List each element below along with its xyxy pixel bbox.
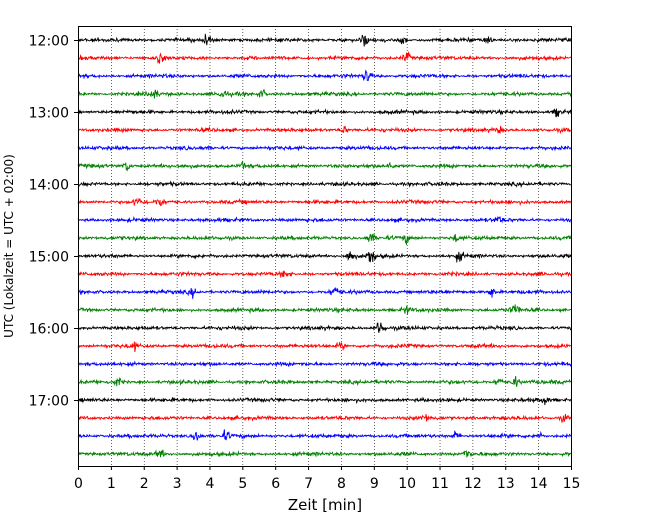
seismic-trace xyxy=(77,304,572,315)
x-tick-label: 11 xyxy=(431,476,449,492)
seismic-trace xyxy=(77,322,572,333)
x-tick-label: 10 xyxy=(398,476,416,492)
seismic-trace xyxy=(77,125,572,135)
x-tick-label: 8 xyxy=(337,476,346,492)
y-tick-label: 15:00 xyxy=(29,250,69,266)
seismic-trace xyxy=(77,180,572,189)
x-axis-ticks: 0 1 2 3 4 5 6 7 8 9 10 11 12 13 14 15 xyxy=(74,466,580,492)
y-axis-label: UTC (Lokalzeit = UTC + 02:00) xyxy=(2,154,16,338)
x-tick-label: 14 xyxy=(530,476,548,492)
x-tick-label: 4 xyxy=(206,476,215,492)
x-tick-label: 3 xyxy=(173,476,182,492)
x-tick-label: 12 xyxy=(464,476,482,492)
x-axis-label: Zeit [min] xyxy=(288,496,362,514)
seismic-trace xyxy=(77,251,572,263)
seismic-trace xyxy=(77,270,572,278)
x-grid-lines xyxy=(111,26,539,466)
x-tick-label: 15 xyxy=(563,476,581,492)
seismic-trace xyxy=(77,375,572,387)
seismic-trace xyxy=(77,449,572,458)
x-tick-label: 1 xyxy=(107,476,116,492)
x-tick-label: 0 xyxy=(74,476,83,492)
seismic-trace xyxy=(77,233,572,245)
y-tick-label: 14:00 xyxy=(29,178,69,194)
y-axis-ticks: 12:00 13:00 14:00 15:00 16:00 17:00 xyxy=(29,34,78,410)
seismic-trace xyxy=(77,215,572,224)
seismic-trace xyxy=(77,413,572,423)
x-tick-label: 5 xyxy=(238,476,247,492)
y-tick-label: 16:00 xyxy=(29,322,69,338)
y-tick-label: 13:00 xyxy=(29,106,69,122)
seismic-trace xyxy=(77,360,572,368)
x-tick-label: 2 xyxy=(140,476,149,492)
x-tick-label: 13 xyxy=(497,476,515,492)
seismic-trace xyxy=(77,33,572,47)
seismic-trace xyxy=(77,286,572,299)
seismic-trace xyxy=(77,108,572,118)
seismic-trace xyxy=(77,160,572,172)
y-tick-label: 12:00 xyxy=(29,34,69,50)
x-tick-label: 6 xyxy=(271,476,280,492)
plot-frame xyxy=(78,26,572,467)
seismic-trace xyxy=(77,69,572,82)
seismic-trace xyxy=(77,51,572,64)
seismic-trace xyxy=(77,144,572,152)
seismic-trace xyxy=(77,89,572,99)
x-tick-label: 7 xyxy=(304,476,313,492)
y-tick-label: 17:00 xyxy=(29,394,69,410)
seismic-traces xyxy=(77,33,572,458)
seismic-trace xyxy=(77,341,572,353)
seismic-trace xyxy=(77,396,572,406)
seismic-trace xyxy=(77,197,572,207)
x-tick-label: 9 xyxy=(370,476,379,492)
seismic-trace xyxy=(77,429,572,441)
